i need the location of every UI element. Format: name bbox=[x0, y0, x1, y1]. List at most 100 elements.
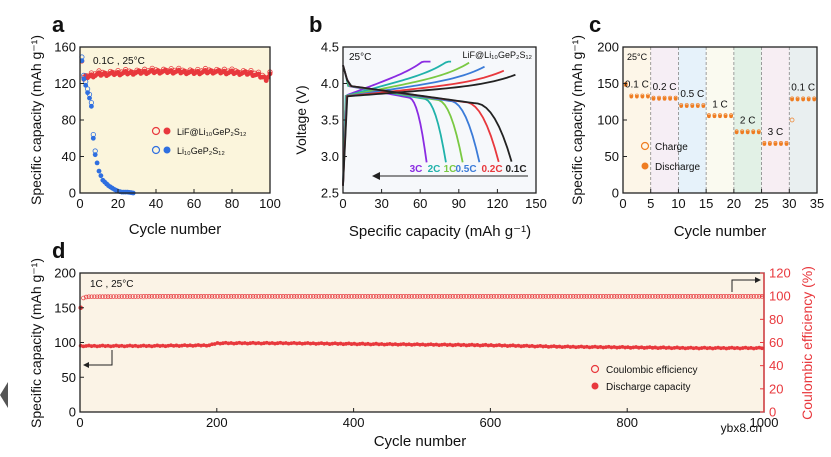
data-point-coulombic-efficiency bbox=[414, 294, 420, 299]
data-point-coulombic-efficiency bbox=[666, 294, 672, 299]
data-point-coulombic-efficiency bbox=[702, 294, 707, 299]
y-tick-label: 2.5 bbox=[321, 186, 339, 201]
data-point-coulombic-efficiency bbox=[300, 294, 305, 299]
data-point-coulombic-efficiency bbox=[754, 294, 759, 299]
data-point-coulombic-efficiency bbox=[546, 294, 551, 299]
data-point-charge bbox=[695, 103, 700, 107]
data-point-coulombic-efficiency bbox=[401, 294, 406, 299]
data-point-discharge bbox=[684, 104, 689, 108]
data-point-coulombic-efficiency bbox=[491, 294, 497, 299]
data-point-coulombic-efficiency bbox=[631, 294, 636, 299]
data-point-coulombic-efficiency bbox=[187, 294, 193, 299]
data-point-coulombic-efficiency bbox=[644, 294, 650, 299]
legend-marker-filled-red bbox=[163, 127, 171, 135]
x-tick-label: 60 bbox=[413, 196, 427, 211]
x-tick-label: 100 bbox=[259, 196, 281, 211]
data-point-charge bbox=[734, 129, 739, 134]
y-tick-label: 0 bbox=[69, 186, 76, 201]
x-tick-label: 30 bbox=[782, 196, 796, 211]
data-point-coulombic-efficiency bbox=[261, 294, 267, 299]
data-point-coulombic-efficiency bbox=[330, 294, 335, 299]
panel-c-legend-discharge: Discharge bbox=[655, 162, 700, 173]
data-point-charge bbox=[767, 141, 772, 145]
data-point-charge bbox=[668, 95, 673, 100]
panel-b-arrow-head-icon bbox=[372, 172, 380, 180]
data-point-coulombic-efficiency bbox=[185, 294, 190, 299]
data-point-coulombic-efficiency bbox=[737, 294, 743, 299]
data-point-coulombic-efficiency bbox=[669, 294, 674, 299]
data-point-discharge bbox=[623, 83, 628, 87]
data-point-coulombic-efficiency bbox=[291, 294, 297, 299]
data-point-coulombic-efficiency bbox=[111, 294, 116, 299]
data-point-discharge bbox=[790, 97, 794, 102]
data-point-coulombic-efficiency bbox=[280, 294, 286, 299]
data-point-discharge bbox=[718, 114, 722, 119]
rate-band bbox=[733, 47, 762, 193]
rate-label: 0.2 C bbox=[653, 82, 677, 93]
data-point-lgps-discharge bbox=[85, 90, 90, 96]
data-point-coulombic-efficiency bbox=[94, 294, 100, 299]
data-point-coulombic-efficiency bbox=[598, 294, 603, 299]
data-point-coulombic-efficiency bbox=[521, 294, 527, 299]
y-tick-label: 160 bbox=[54, 40, 76, 55]
data-point-coulombic-efficiency bbox=[672, 294, 677, 299]
y-tick-label: 150 bbox=[54, 300, 76, 315]
panel-d-legend-discharge: Discharge capacity bbox=[606, 382, 690, 393]
y-tick-label: 80 bbox=[62, 113, 76, 128]
data-point-charge bbox=[690, 103, 695, 107]
page-edge-tab-icon bbox=[0, 382, 8, 408]
data-point-coulombic-efficiency bbox=[327, 294, 332, 299]
data-point-coulombic-efficiency bbox=[590, 294, 595, 299]
rate-label: 3 C bbox=[768, 127, 784, 138]
data-point-coulombic-efficiency bbox=[409, 294, 414, 299]
data-point-charge bbox=[662, 95, 667, 100]
data-point-coulombic-efficiency bbox=[469, 294, 475, 299]
data-point-coulombic-efficiency bbox=[642, 294, 647, 299]
watermark: ybx8.cn bbox=[721, 421, 762, 435]
rate-label: 1C bbox=[444, 164, 457, 175]
data-point-coulombic-efficiency bbox=[198, 294, 204, 299]
panel-b-annotation-temp: 25°C bbox=[349, 52, 371, 63]
data-point-coulombic-efficiency bbox=[278, 294, 283, 299]
x-tick-label: 90 bbox=[452, 196, 466, 211]
data-point-coulombic-efficiency bbox=[436, 294, 442, 299]
data-point-coulombic-efficiency bbox=[633, 294, 639, 299]
data-point-coulombic-efficiency bbox=[223, 294, 228, 299]
x-tick-label: 80 bbox=[225, 196, 239, 211]
x-tick-label: 1000 bbox=[750, 415, 779, 430]
data-point-coulombic-efficiency bbox=[609, 294, 614, 299]
data-point-coulombic-efficiency bbox=[655, 294, 661, 299]
data-point-coulombic-efficiency bbox=[694, 294, 699, 299]
data-point-coulombic-efficiency bbox=[611, 294, 617, 299]
data-point-coulombic-efficiency bbox=[480, 294, 486, 299]
data-point-coulombic-efficiency bbox=[428, 294, 434, 299]
data-point-coulombic-efficiency bbox=[535, 294, 540, 299]
data-point-coulombic-efficiency bbox=[620, 294, 625, 299]
y-tick-label: 150 bbox=[597, 76, 619, 91]
data-point-coulombic-efficiency bbox=[551, 294, 557, 299]
panel-a-letter: a bbox=[52, 12, 65, 37]
panel-d-legend-ce: Coulombic efficiency bbox=[606, 365, 698, 376]
data-point-coulombic-efficiency bbox=[242, 294, 248, 299]
data-point-coulombic-efficiency bbox=[592, 294, 598, 299]
data-point-lgps-charge bbox=[88, 100, 95, 106]
data-point-coulombic-efficiency bbox=[100, 294, 105, 299]
data-point-coulombic-efficiency bbox=[557, 294, 562, 299]
data-point-coulombic-efficiency bbox=[724, 294, 729, 299]
panel-a-ylabel: Specific capacity (mAh g⁻¹) bbox=[28, 35, 44, 205]
data-point-coulombic-efficiency bbox=[617, 294, 622, 299]
data-point-discharge bbox=[768, 142, 772, 146]
data-point-coulombic-efficiency bbox=[305, 294, 311, 299]
x-tick-label: 40 bbox=[149, 196, 163, 211]
data-point-coulombic-efficiency bbox=[524, 294, 529, 299]
data-point-coulombic-efficiency bbox=[699, 294, 705, 299]
data-point-lif-discharge bbox=[261, 74, 267, 80]
data-point-coulombic-efficiency bbox=[505, 294, 510, 299]
data-point-coulombic-efficiency bbox=[461, 294, 466, 299]
data-point-lgps-discharge bbox=[98, 173, 104, 179]
rate-label: 2 C bbox=[740, 115, 756, 126]
data-point-coulombic-efficiency bbox=[297, 294, 302, 299]
panel-c-ylabel: Specific capacity (mAh g⁻¹) bbox=[569, 35, 585, 205]
data-point-discharge bbox=[762, 142, 767, 146]
data-point-coulombic-efficiency bbox=[248, 294, 253, 299]
